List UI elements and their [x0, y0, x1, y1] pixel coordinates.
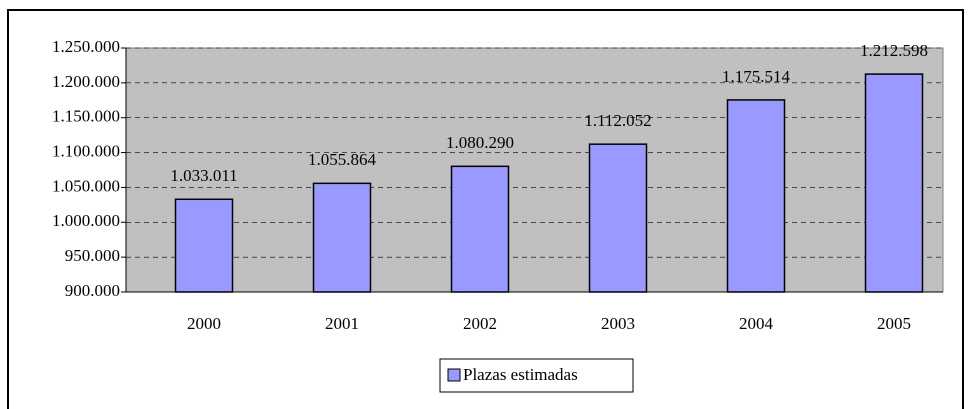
value-label: 1.212.598: [860, 41, 928, 60]
bar: [174, 198, 234, 293]
value-label: 1.055.864: [308, 150, 377, 169]
y-tick-label: 1.050.000: [52, 176, 120, 195]
y-tick-label: 1.250.000: [52, 37, 120, 56]
value-label: 1.033.011: [170, 166, 237, 185]
y-tick-label: 1.000.000: [52, 211, 120, 230]
x-tick-label: 2004: [739, 314, 774, 333]
chart-border: [7, 9, 964, 409]
y-tick-label: 1.100.000: [52, 141, 120, 160]
bar: [450, 165, 510, 293]
bar: [312, 182, 372, 293]
value-label: 1.175.514: [722, 67, 791, 86]
bar: [588, 143, 648, 293]
x-tick-label: 2003: [601, 314, 635, 333]
legend-label: Plazas estimadas: [463, 365, 578, 384]
x-tick-label: 2001: [325, 314, 359, 333]
y-tick-label: 900.000: [65, 281, 120, 300]
legend-swatch: [447, 368, 461, 382]
y-tick-label: 950.000: [65, 246, 120, 265]
legend-box: [439, 358, 634, 393]
bar: [864, 73, 924, 293]
x-tick-label: 2002: [463, 314, 497, 333]
plot-area: [125, 47, 944, 293]
y-tick-label: 1.200.000: [52, 72, 120, 91]
y-tick-label: 1.150.000: [52, 107, 120, 126]
value-label: 1.080.290: [446, 133, 514, 152]
x-tick-label: 2005: [877, 314, 911, 333]
bar: [726, 99, 786, 293]
value-label: 1.112.052: [584, 111, 651, 130]
x-tick-label: 2000: [187, 314, 221, 333]
